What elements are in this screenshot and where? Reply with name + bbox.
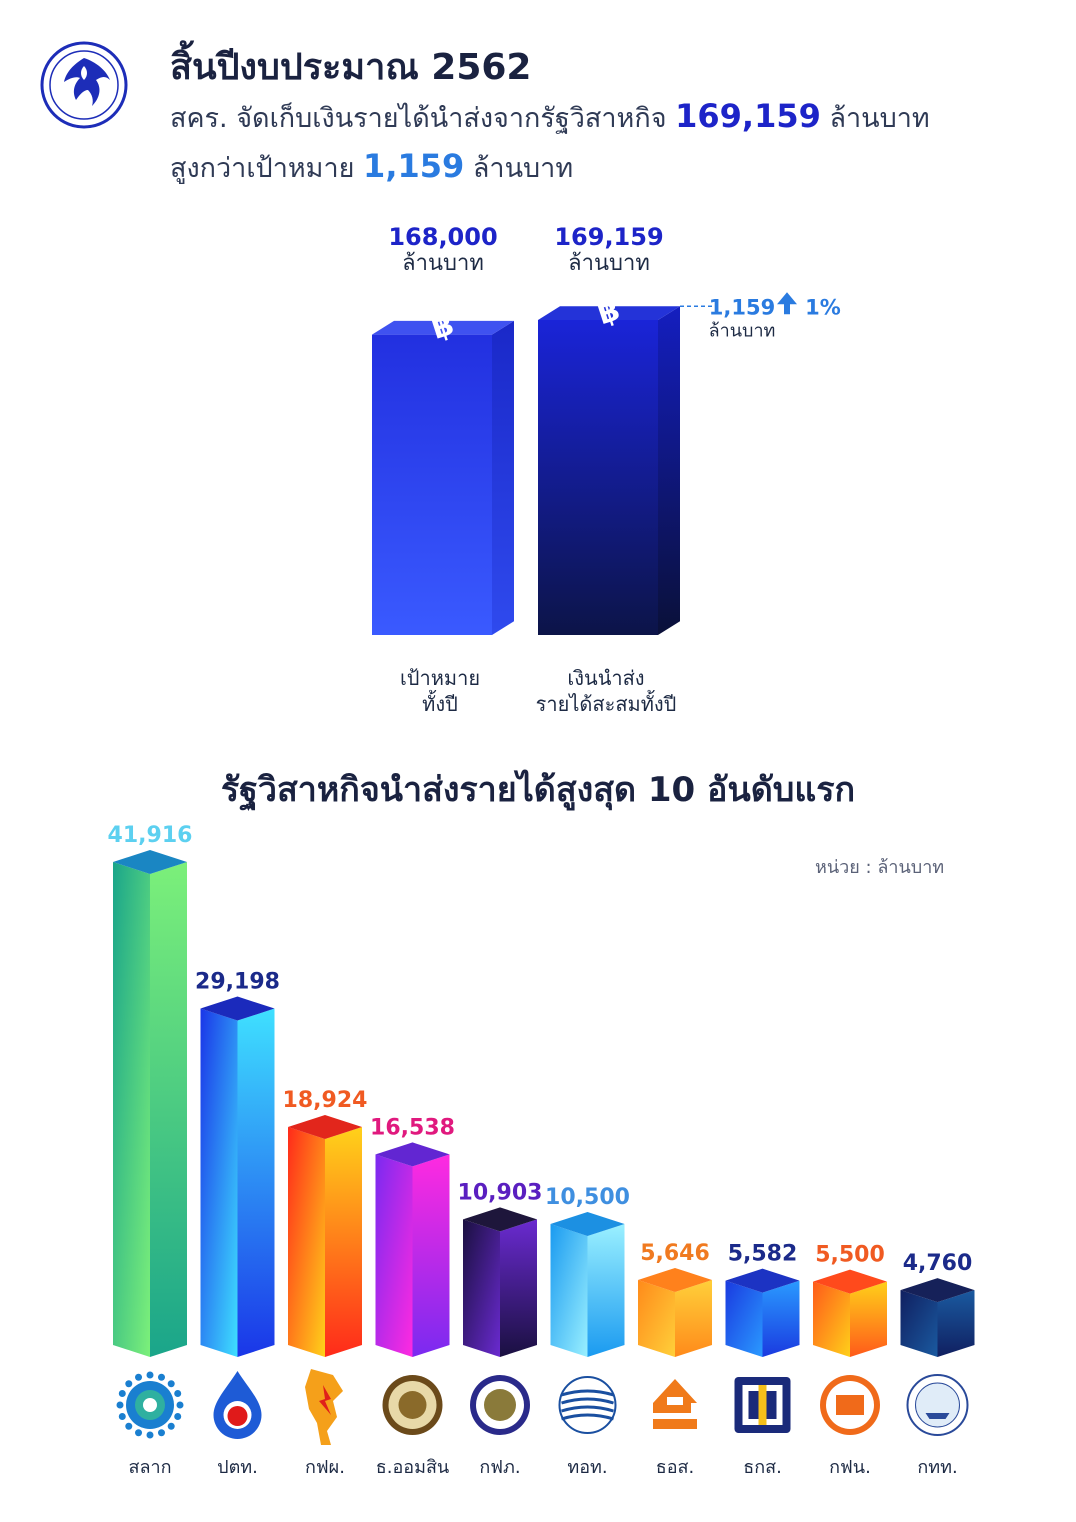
increase-percent: 1% — [805, 295, 841, 319]
top10-value-label: 5,582 — [728, 1242, 798, 1267]
top10-category-label: กทท. — [917, 1457, 958, 1478]
increase-value: 1,159 — [709, 295, 775, 319]
top10-bar-8 — [813, 1269, 887, 1357]
top-category-label: เงินนำส่ง — [567, 666, 644, 690]
target-vs-actual-chart: ฿168,000ล้านบาทเป้าหมายทั้งปี฿169,159ล้า… — [372, 223, 841, 716]
top10-value-label: 5,500 — [815, 1243, 885, 1268]
top10-bar-6 — [638, 1267, 712, 1357]
summary-excess-value: 1,159 — [363, 147, 465, 185]
top10-category-label: กฟภ. — [479, 1457, 521, 1478]
top-bar-front — [538, 320, 658, 635]
top10-value-label: 18,924 — [283, 1088, 368, 1113]
top10-value-label: 10,500 — [545, 1185, 630, 1210]
page-title: สิ้นปีงบประมาณ 2562 — [170, 47, 532, 88]
top-category-label: รายได้สะสมทั้งปี — [536, 690, 677, 716]
top10-category-label: ปตท. — [217, 1457, 258, 1478]
top-bar-1: ฿ — [538, 292, 680, 635]
summary-line-1-prefix: สคร. จัดเก็บเงินรายได้นำส่งจากรัฐวิสาหกิ… — [170, 103, 667, 134]
top-bar-side — [492, 320, 514, 635]
increase-unit: ล้านบาท — [709, 320, 776, 341]
top-bar-front — [372, 334, 492, 635]
pat-logo-icon — [906, 1374, 969, 1436]
summary-line-2-prefix: สูงกว่าเป้าหมาย — [170, 153, 355, 184]
lottery-logo-icon — [116, 1371, 184, 1439]
top10-bar-4 — [463, 1207, 537, 1357]
top-bar-top — [538, 306, 680, 320]
top10-category-label: กฟน. — [829, 1457, 871, 1478]
top10-title: รัฐวิสาหกิจนำส่งรายได้สูงสุด 10 อันดับแร… — [220, 770, 856, 810]
unit-note: หน่วย : ล้านบาท — [815, 857, 945, 878]
baac-logo-icon — [734, 1377, 791, 1433]
mea-logo-icon — [820, 1375, 880, 1435]
top10-value-label: 10,903 — [458, 1180, 543, 1205]
top10-bar-0 — [113, 850, 187, 1357]
top-bar-top — [372, 320, 514, 335]
top10-category-label: สลาก — [128, 1457, 172, 1478]
sepo-logo-icon — [40, 41, 128, 129]
top10-bar-2 — [288, 1114, 362, 1357]
top10-value-label: 5,646 — [640, 1241, 710, 1266]
top10-value-label: 4,760 — [903, 1251, 973, 1276]
top-category-label: ทั้งปี — [422, 690, 458, 716]
top-bar-0: ฿ — [372, 307, 514, 635]
top-bar-side — [658, 306, 680, 635]
top-unit-label: ล้านบาท — [402, 251, 484, 276]
top-value-label: 169,159 — [554, 223, 663, 251]
ptt-logo-icon — [213, 1371, 262, 1439]
top10-bar-9 — [900, 1278, 975, 1357]
top10-category-label: ทอท. — [567, 1457, 608, 1478]
summary-line-2-suffix: ล้านบาท — [472, 153, 574, 184]
egat-logo-icon — [305, 1369, 343, 1445]
top-category-label: เป้าหมาย — [400, 666, 480, 690]
gsb-logo-icon — [382, 1375, 443, 1435]
summary-line-2: สูงกว่าเป้าหมาย 1,159 ล้านบาท — [170, 146, 573, 189]
top10-value-label: 41,916 — [108, 823, 193, 848]
summary-line-1-suffix: ล้านบาท — [829, 103, 930, 134]
aot-logo-icon — [558, 1376, 617, 1434]
summary-total-value: 169,159 — [675, 97, 821, 135]
top10-category-label: กฟผ. — [305, 1457, 345, 1478]
top10-bar-5 — [550, 1212, 625, 1357]
arrow-up-icon — [777, 292, 797, 315]
top10-value-label: 16,538 — [370, 1115, 455, 1140]
top10-category-label: ธกส. — [743, 1457, 782, 1478]
top-unit-label: ล้านบาท — [568, 251, 650, 276]
pea-logo-icon — [470, 1375, 530, 1435]
summary-line-1: สคร. จัดเก็บเงินรายได้นำส่งจากรัฐวิสาหกิ… — [170, 96, 930, 139]
top10-category-label: ธอส. — [655, 1457, 695, 1478]
top10-bar-1 — [200, 996, 275, 1357]
increase-annotation: 1,159 1% ล้านบาท — [680, 292, 841, 341]
top10-bar-7 — [725, 1268, 800, 1357]
top10-bar-3 — [375, 1142, 450, 1357]
top-value-label: 168,000 — [388, 223, 497, 251]
top10-category-label: ธ.ออมสิน — [375, 1457, 450, 1478]
top10-value-label: 29,198 — [195, 970, 280, 995]
ghb-logo-icon — [653, 1379, 697, 1429]
